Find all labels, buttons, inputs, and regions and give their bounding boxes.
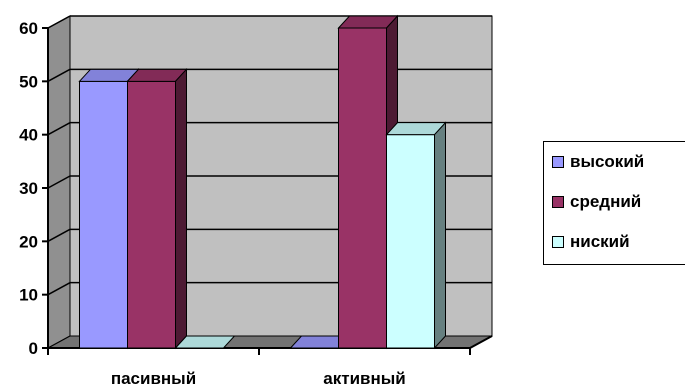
legend-swatch-niskiy bbox=[552, 236, 564, 248]
legend-item-sredniy: средний bbox=[552, 190, 641, 214]
gridline-side bbox=[47, 175, 71, 189]
bar-side bbox=[434, 121, 446, 350]
gridline-side bbox=[47, 68, 71, 82]
x-axis-end bbox=[469, 335, 493, 349]
bar-front bbox=[127, 80, 176, 349]
y-tick-label: 30 bbox=[19, 179, 38, 198]
legend-label-sredniy: средний bbox=[570, 192, 642, 211]
bar-top bbox=[174, 335, 236, 349]
bars bbox=[78, 14, 447, 350]
y-tick-label: 10 bbox=[19, 286, 38, 305]
gridline-side bbox=[47, 122, 71, 136]
y-tick-label: 40 bbox=[19, 126, 38, 145]
legend-swatch-sredniy bbox=[552, 196, 564, 208]
legend-label-vysokiy: высокий bbox=[570, 152, 645, 171]
bar-2-0 bbox=[174, 335, 236, 349]
legend-swatch-vysokiy bbox=[552, 156, 564, 168]
y-tick-label: 0 bbox=[29, 339, 38, 358]
legend-label-niskiy: ниский bbox=[570, 232, 630, 251]
gridline-side bbox=[47, 228, 71, 242]
x-axis-labels: пасивный активный bbox=[111, 369, 406, 387]
bar-front bbox=[386, 134, 435, 349]
gridline-side bbox=[47, 282, 71, 296]
y-tick-label: 50 bbox=[19, 72, 38, 91]
bar-side bbox=[175, 68, 187, 350]
bar-front bbox=[79, 80, 128, 349]
bar-front bbox=[338, 27, 387, 349]
x-category-label: активный bbox=[323, 369, 405, 387]
bar-2-1 bbox=[385, 121, 447, 350]
gridline-side bbox=[47, 15, 71, 29]
y-axis-ticks: 0 10 20 30 40 50 60 bbox=[19, 19, 471, 358]
legend-item-vysokiy: высокий bbox=[552, 150, 644, 174]
legend: высокий средний ниский bbox=[543, 141, 685, 265]
y-tick-label: 20 bbox=[19, 232, 38, 251]
y-tick-label: 60 bbox=[19, 19, 38, 38]
legend-item-niskiy: ниский bbox=[552, 230, 630, 254]
bar-1-0 bbox=[126, 68, 188, 350]
x-category-label: пасивный bbox=[111, 369, 196, 387]
